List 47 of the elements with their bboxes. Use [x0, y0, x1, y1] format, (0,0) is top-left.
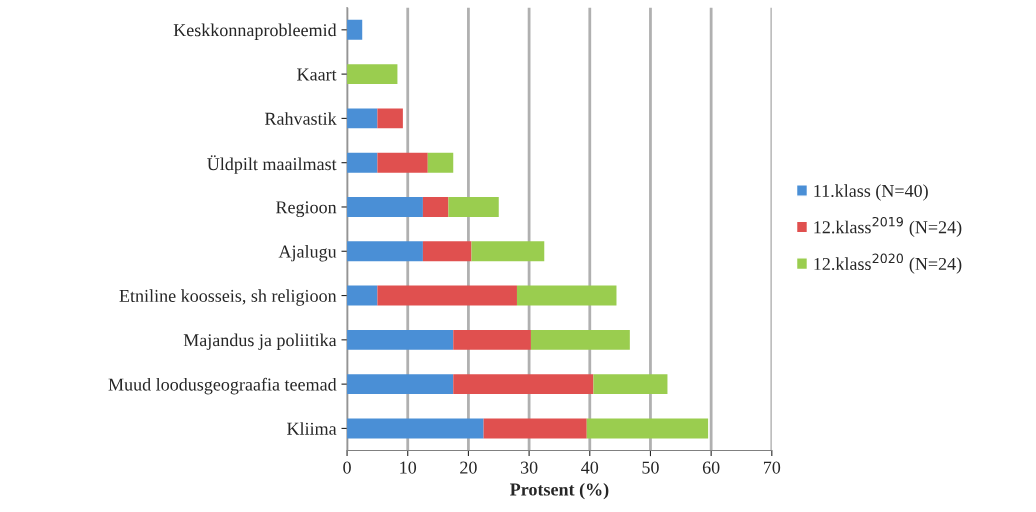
x-tick-label: 40	[581, 461, 599, 474]
x-tick-label: 10	[400, 461, 417, 474]
bar	[483, 418, 587, 439]
bar	[427, 152, 454, 173]
x-tick-label: 60	[702, 461, 720, 474]
bar	[347, 19, 363, 40]
bar	[453, 374, 594, 395]
x-tick-label: 0	[343, 461, 351, 474]
y-tick-label: Regioon	[275, 201, 337, 218]
y-tick-label: Kaart	[297, 68, 337, 81]
bar	[516, 285, 617, 306]
bar	[347, 329, 454, 350]
y-tick-label: Keskkonnaprobleemid	[173, 23, 337, 40]
y-tick-label: Üldpilt maailmast	[207, 155, 337, 174]
bar	[347, 285, 378, 306]
bar	[347, 197, 423, 217]
bar	[377, 285, 517, 306]
x-tick-label: 30	[520, 461, 538, 474]
bar	[377, 152, 428, 173]
y-tick-label: Rahvastik	[264, 112, 337, 125]
bar	[347, 152, 378, 173]
x-axis-title: Protsent (%)	[510, 482, 609, 500]
y-tick-label: Muud loodusgeograafia teemad	[108, 377, 337, 395]
bar	[422, 241, 472, 262]
bar	[347, 64, 398, 85]
bar	[377, 108, 403, 129]
legend-label: 11.klass (N=40)	[814, 184, 928, 201]
x-tick-label: 70	[763, 461, 781, 474]
bar	[347, 374, 454, 395]
bar	[471, 241, 545, 262]
y-tick-label: Ajalugu	[278, 245, 337, 262]
bar	[530, 329, 630, 350]
bar	[422, 197, 449, 217]
bar	[593, 374, 668, 395]
legend-label: 12.klass$^{2019}$ (N=24)	[814, 216, 962, 238]
y-tick-label: Etniline koosseis, sh religioon	[119, 289, 337, 306]
x-tick-label: 20	[460, 461, 477, 474]
bar	[347, 418, 484, 439]
bar	[586, 418, 709, 439]
bar	[453, 329, 531, 350]
x-tick-label: 50	[642, 461, 659, 474]
bar	[347, 241, 423, 262]
bar	[448, 197, 499, 217]
legend-label: 12.klass$^{2020}$ (N=24)	[814, 253, 962, 274]
bar	[347, 108, 378, 129]
y-tick-label: Majandus ja poliitika	[183, 333, 337, 350]
y-tick-label: Kliima	[287, 422, 337, 435]
